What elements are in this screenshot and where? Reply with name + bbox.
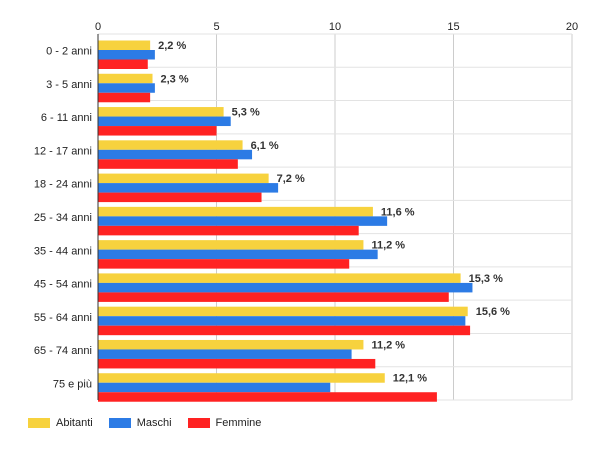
category-label: 65 - 74 anni (34, 345, 92, 357)
category-label: 18 - 24 anni (34, 179, 92, 191)
bar-maschi (98, 382, 331, 393)
bar-abitanti (98, 306, 468, 317)
x-tick-label: 5 (213, 21, 219, 33)
bar-femmine (98, 126, 217, 136)
x-tick-label: 15 (447, 21, 459, 33)
x-tick-label: 20 (566, 21, 578, 33)
category-label: 55 - 64 anni (34, 312, 92, 324)
bar-maschi (98, 83, 155, 93)
bar-femmine (98, 325, 471, 336)
bar-abitanti (98, 339, 364, 350)
category-label: 3 - 5 anni (46, 79, 92, 91)
bar-maschi (98, 183, 279, 193)
bar-abitanti (98, 40, 151, 50)
bar-maschi (98, 282, 473, 293)
data-label: 11,6 % (381, 206, 415, 218)
data-label: 2,2 % (158, 40, 186, 52)
bar-abitanti (98, 107, 224, 117)
bar-maschi (98, 316, 466, 326)
bar-maschi (98, 116, 231, 127)
data-label: 15,6 % (476, 306, 510, 318)
legend-item-maschi: Maschi (108, 417, 172, 429)
bar-femmine (98, 92, 151, 103)
bar-abitanti (98, 373, 385, 383)
bar-abitanti (98, 240, 364, 250)
legend: Abitanti Maschi Femmine (28, 417, 277, 429)
category-label: 6 - 11 anni (41, 112, 92, 124)
category-label: 45 - 54 anni (34, 279, 92, 291)
category-label: 75 e più (53, 378, 92, 390)
bar-femmine (98, 358, 376, 369)
x-tick-label: 0 (95, 21, 101, 33)
bar-maschi (98, 50, 155, 60)
legend-swatch-abitanti (28, 418, 50, 428)
category-label: 0 - 2 anni (46, 46, 92, 58)
bar-femmine (98, 159, 238, 169)
category-label: 35 - 44 anni (34, 245, 92, 257)
bar-femmine (98, 259, 350, 269)
bar-abitanti (98, 73, 153, 84)
legend-swatch-maschi (108, 418, 131, 428)
legend-swatch-femmine (187, 418, 210, 428)
bar-maschi (98, 149, 253, 160)
data-label: 7,2 % (277, 173, 305, 185)
legend-label-abitanti: Abitanti (56, 417, 93, 429)
data-label: 6,1 % (251, 140, 279, 152)
bar-femmine (98, 292, 449, 302)
data-label: 5,3 % (232, 107, 260, 119)
bar-abitanti (98, 206, 373, 217)
bar-abitanti (98, 173, 269, 184)
legend-item-femmine: Femmine (187, 417, 262, 429)
data-label: 2,3 % (161, 73, 189, 85)
bar-maschi (98, 349, 352, 359)
legend-item-abitanti: Abitanti (28, 417, 93, 429)
bar-femmine (98, 225, 359, 236)
data-label: 11,2 % (371, 240, 405, 252)
bar-femmine (98, 59, 148, 69)
legend-label-maschi: Maschi (136, 417, 172, 429)
category-label: 25 - 34 anni (34, 212, 92, 224)
bar-abitanti (98, 273, 461, 283)
category-label: 12 - 17 anni (34, 145, 92, 157)
bar-femmine (98, 392, 437, 402)
data-label: 11,2 % (371, 339, 405, 351)
bar-abitanti (98, 140, 243, 150)
bar-maschi (98, 216, 388, 226)
data-label: 12,1 % (393, 373, 427, 385)
bar-femmine (98, 192, 262, 203)
data-label: 15,3 % (469, 273, 503, 285)
bar-maschi (98, 249, 378, 260)
legend-label-femmine: Femmine (215, 417, 262, 429)
x-tick-label: 10 (329, 21, 341, 33)
